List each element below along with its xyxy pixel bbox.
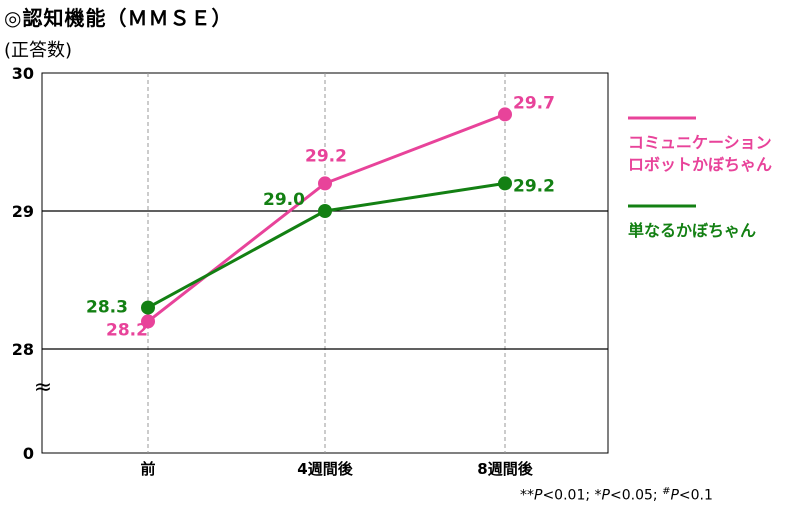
data-label-1-1: 29.0 — [263, 190, 305, 210]
legend-label-0-1: ロボットかぼちゃん — [628, 155, 772, 174]
significance-footnote: **P<0.01; *P<0.05; #P<0.1 — [520, 486, 713, 504]
footnote-p2: P — [601, 487, 610, 504]
chart-title: ◎認知機能（ＭＭＳＥ） — [4, 6, 233, 30]
footnote-hash: # — [662, 486, 671, 497]
gridlines — [42, 73, 608, 453]
data-label-1-0: 28.3 — [86, 298, 128, 318]
y-tick-label-29: 29 — [12, 202, 34, 221]
footnote-part-1: ** — [520, 487, 534, 504]
data-point-1-1 — [318, 204, 332, 218]
y-tick-label-0: 0 — [23, 444, 34, 463]
x-tick-labels: 前 4週間後 8週間後 — [140, 460, 533, 478]
y-axis-unit-label: (正答数) — [4, 40, 73, 61]
legend-label-0-0: コミュニケーション — [628, 133, 772, 152]
data-point-1-2 — [498, 176, 512, 191]
data-point-0-0 — [141, 314, 155, 329]
x-tick-label-1: 4週間後 — [297, 460, 353, 478]
y-tick-labels: 0 28 29 30 — [12, 64, 34, 463]
data-label-1-2: 29.2 — [513, 176, 555, 196]
y-tick-label-30: 30 — [12, 64, 34, 83]
footnote-p3: P — [670, 487, 679, 504]
x-tick-label-2: 8週間後 — [477, 460, 533, 478]
footnote-part-3: <0.05; — [609, 487, 663, 504]
data-point-0-2 — [498, 107, 512, 122]
data-point-0-1 — [318, 176, 332, 191]
data-label-0-2: 29.7 — [513, 93, 555, 113]
data-label-0-0: 28.2 — [106, 320, 148, 340]
footnote-part-4: <0.1 — [678, 487, 713, 504]
footnote-p1: P — [534, 487, 543, 504]
data-label-0-1: 29.2 — [305, 146, 347, 166]
y-tick-label-28: 28 — [12, 340, 34, 359]
footnote-part-2: <0.01; * — [542, 487, 602, 504]
legend-label-1-0: 単なるかぼちゃん — [628, 221, 756, 240]
series-lines: 28.2 29.2 29.7 28.3 29.0 29.2 — [86, 93, 555, 340]
series-line-1 — [147, 181, 506, 309]
x-tick-label-0: 前 — [140, 460, 155, 478]
axis-break-symbol: ≈ — [34, 375, 52, 400]
data-point-1-0 — [141, 300, 155, 315]
